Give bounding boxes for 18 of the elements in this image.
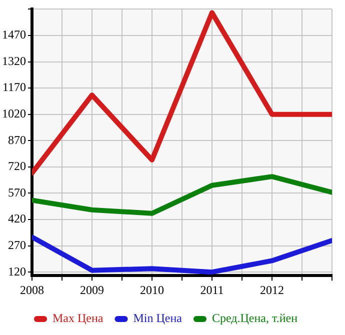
y-tick-label: 870 — [8, 132, 26, 147]
x-tick-label: 2011 — [200, 282, 224, 297]
legend-label: Max Цена — [52, 311, 104, 326]
y-tick-label: 720 — [8, 159, 26, 174]
x-tick-label: 2012 — [260, 282, 284, 297]
y-tick-label: 1020 — [2, 106, 26, 121]
legend-label: Min Цена — [133, 311, 183, 326]
y-tick-label: 270 — [8, 238, 26, 252]
x-tick-label: 2010 — [140, 282, 164, 297]
y-tick-label: 1470 — [2, 28, 26, 42]
y-tick-label: 420 — [8, 212, 26, 226]
x-tick-label: 2008 — [20, 282, 44, 297]
y-tick-label: 1320 — [2, 54, 26, 68]
y-tick-label: 1170 — [2, 80, 26, 94]
legend-label: Сред.Цена, т.йен — [212, 311, 298, 326]
y-tick-label: 570 — [8, 185, 26, 200]
x-tick-label: 2009 — [80, 282, 104, 297]
y-tick-label: 120 — [8, 264, 26, 278]
